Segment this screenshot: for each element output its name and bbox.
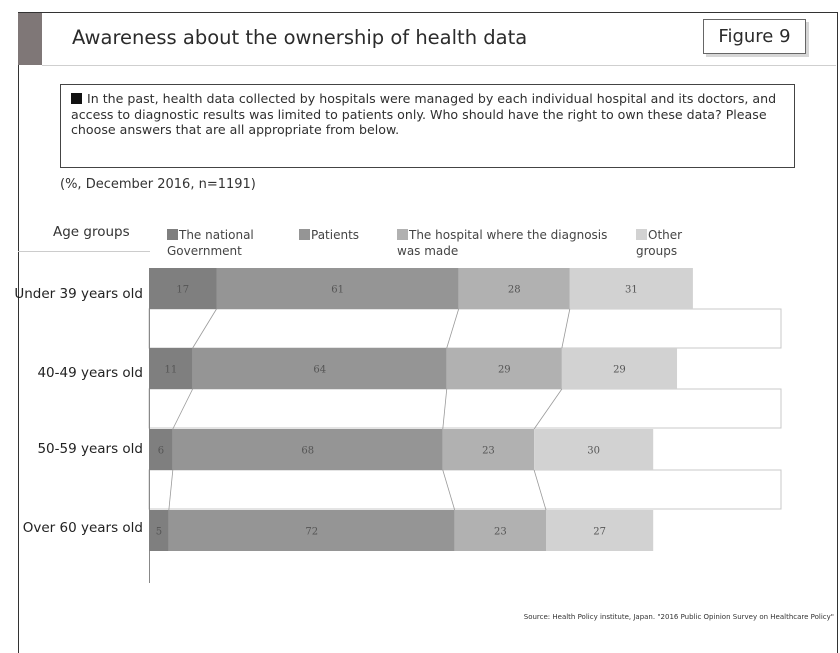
bar-government bbox=[149, 268, 217, 309]
bar-other bbox=[569, 268, 693, 309]
bar-government bbox=[149, 348, 193, 389]
legend-swatch-patients bbox=[299, 229, 310, 240]
data-label: 64 bbox=[313, 365, 326, 376]
data-label: 68 bbox=[301, 446, 314, 457]
legend-swatch-hospital bbox=[397, 229, 408, 240]
bar-patients bbox=[172, 429, 443, 470]
data-label: 30 bbox=[587, 446, 600, 457]
legend-label-patients: Patients bbox=[311, 228, 360, 242]
bar-hospital bbox=[442, 429, 535, 470]
source-note: Source: Health Policy institute, Japan. … bbox=[523, 613, 834, 621]
data-label: 23 bbox=[494, 527, 507, 538]
connector-line bbox=[192, 308, 217, 349]
question-text: In the past, health data collected by ho… bbox=[71, 91, 777, 137]
bar-patients bbox=[216, 268, 459, 309]
data-label: 29 bbox=[613, 365, 626, 376]
bar-government bbox=[149, 510, 169, 551]
row-gap bbox=[148, 308, 782, 349]
legend-swatch-other bbox=[636, 229, 647, 240]
bar-other bbox=[561, 348, 678, 389]
connector-line bbox=[442, 388, 448, 430]
bar-other bbox=[534, 429, 654, 470]
bar-hospital bbox=[446, 348, 562, 389]
category-label: 40-49 years old bbox=[37, 365, 143, 381]
slide-title: Awareness about the ownership of health … bbox=[72, 26, 528, 49]
category-label: Under 39 years old bbox=[14, 286, 143, 302]
title-accent-bar bbox=[18, 13, 42, 65]
legend-swatch-government bbox=[167, 229, 178, 240]
data-label: 27 bbox=[593, 527, 606, 538]
legend-item-government: The national Government bbox=[167, 227, 279, 259]
connector-line bbox=[446, 308, 460, 349]
category-label: Over 60 years old bbox=[22, 520, 143, 536]
bar-government bbox=[149, 429, 173, 470]
legend-item-patients: Patients bbox=[299, 227, 389, 243]
connector-line bbox=[561, 308, 571, 349]
legend-label-government: The national Government bbox=[167, 228, 254, 258]
data-label: 6 bbox=[158, 446, 164, 457]
data-label: 28 bbox=[508, 285, 521, 296]
category-header-rule bbox=[18, 251, 150, 252]
survey-note: (%, December 2016, n=1191) bbox=[60, 177, 256, 192]
legend-label-other: Other groups bbox=[636, 228, 683, 258]
bar-hospital bbox=[458, 268, 570, 309]
question-box: In the past, health data collected by ho… bbox=[60, 84, 795, 168]
bar-hospital bbox=[454, 510, 546, 551]
bar-other bbox=[546, 510, 654, 551]
bar-patients bbox=[168, 510, 455, 551]
black-square-icon bbox=[71, 93, 82, 104]
connector-line bbox=[533, 469, 547, 511]
title-divider bbox=[42, 65, 836, 66]
bar-patients bbox=[192, 348, 447, 389]
data-label: 61 bbox=[331, 285, 344, 296]
data-label: 29 bbox=[498, 365, 511, 376]
row-gap bbox=[148, 388, 782, 429]
data-label: 17 bbox=[176, 285, 189, 296]
figure-badge: Figure 9 bbox=[703, 19, 806, 54]
connector-line bbox=[533, 388, 563, 430]
data-label: 11 bbox=[164, 365, 177, 376]
stacked-bar-chart: 17 61 28 31 11 64 29 29 6 68 23 30 5 72 23 27 bbox=[148, 268, 782, 583]
legend-item-hospital: The hospital where the diagnosis was mad… bbox=[397, 227, 627, 259]
legend-item-other: Other groups bbox=[636, 227, 694, 259]
connector-line bbox=[442, 469, 456, 511]
data-label: 31 bbox=[625, 285, 638, 296]
data-label: 5 bbox=[156, 527, 162, 538]
category-header: Age groups bbox=[53, 224, 130, 240]
legend-label-hospital: The hospital where the diagnosis was mad… bbox=[397, 228, 608, 258]
data-label: 72 bbox=[305, 527, 318, 538]
connector-line bbox=[172, 388, 194, 430]
data-label: 23 bbox=[482, 446, 495, 457]
slide-frame bbox=[18, 12, 838, 653]
row-gap bbox=[148, 469, 782, 510]
connector-line bbox=[168, 469, 174, 511]
category-label: 50-59 years old bbox=[37, 441, 143, 457]
